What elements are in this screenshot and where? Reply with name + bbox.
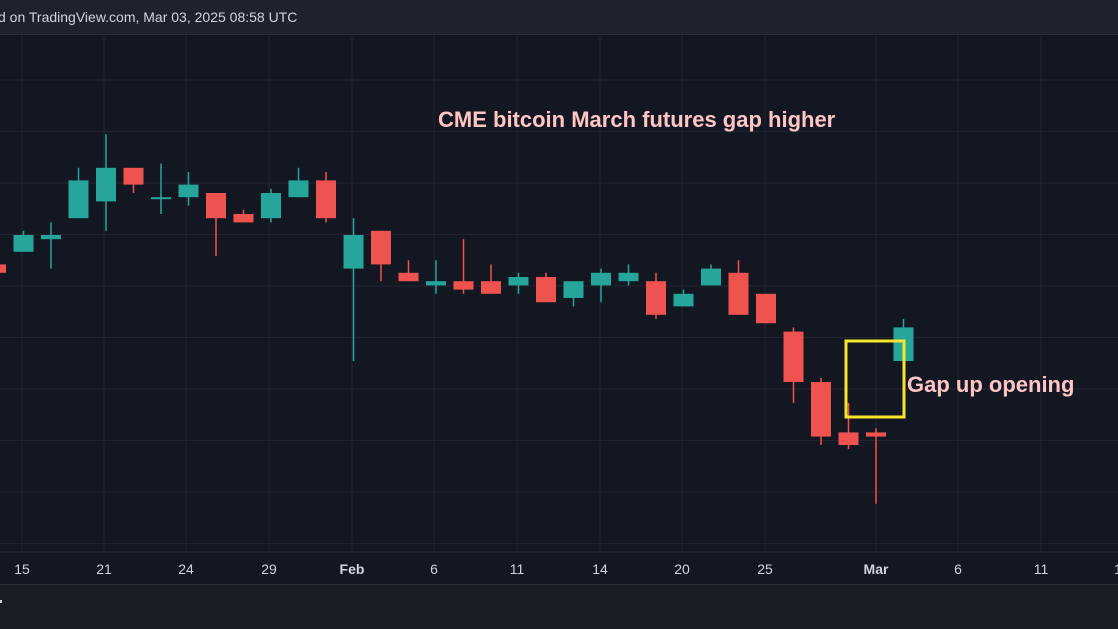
candle: [316, 172, 336, 223]
candle: [426, 260, 446, 294]
candle-body: [0, 264, 6, 273]
candle: [343, 218, 364, 361]
candle-body: [756, 293, 776, 324]
candle-body: [206, 193, 226, 219]
candle-body: [96, 167, 116, 202]
candle-body: [866, 432, 886, 437]
candle: [728, 260, 749, 315]
candle: [288, 167, 309, 198]
candle-body: [591, 272, 611, 286]
candle: [618, 264, 639, 286]
candle: [756, 293, 776, 324]
candle-body: [233, 214, 254, 223]
candle-body: [13, 235, 34, 252]
candle: [178, 172, 199, 206]
candle-body: [673, 293, 694, 307]
candle-body: [288, 180, 309, 198]
x-tick-label: Feb: [340, 561, 365, 577]
candle-body: [481, 281, 501, 294]
candle-body: [728, 272, 749, 315]
candle-body: [41, 235, 61, 240]
candle-body: [838, 432, 859, 445]
candles: [0, 134, 914, 504]
candle-body: [618, 272, 639, 282]
candle: [261, 188, 281, 223]
attribution-bar: d on TradingView.com, Mar 03, 2025 08:58…: [0, 0, 1118, 35]
candle: [398, 260, 419, 282]
candle: [481, 264, 501, 294]
candle-body: [261, 193, 281, 219]
candle-body: [536, 277, 556, 303]
x-tick-label: 1: [1114, 561, 1118, 577]
candle: [68, 167, 89, 219]
candle: [866, 428, 886, 504]
candle-body: [508, 277, 529, 286]
x-tick-label: 14: [592, 561, 608, 577]
candle-body: [68, 180, 89, 219]
attribution-text: d on TradingView.com, Mar 03, 2025 08:58…: [0, 9, 298, 25]
x-tick-label: 21: [96, 561, 112, 577]
candle: [591, 268, 611, 303]
x-tick-label: 20: [674, 561, 690, 577]
candle: [673, 289, 694, 307]
candle: [41, 222, 61, 269]
candle-body: [811, 382, 831, 437]
candle-body: [178, 184, 199, 198]
candle: [453, 239, 474, 294]
candle: [701, 264, 721, 286]
candle: [783, 327, 804, 403]
annotations: CME bitcoin March futures gap higher Gap…: [438, 107, 1074, 419]
bottom-toolbar: [0, 584, 1118, 629]
x-tick-label: 25: [757, 561, 773, 577]
candle: [13, 230, 34, 252]
candle: [646, 272, 666, 319]
candle-body: [151, 197, 171, 200]
candle-body: [398, 272, 419, 282]
candle: [0, 264, 6, 273]
candle: [811, 377, 831, 445]
candlestick-chart[interactable]: 15212429Feb611142025Mar6111 CME bitcoin …: [0, 0, 1118, 584]
candle-body: [371, 230, 391, 265]
candle-body: [426, 281, 446, 286]
x-tick-label: Mar: [864, 561, 889, 577]
candle: [151, 163, 171, 214]
x-tick-label: 6: [430, 561, 438, 577]
candle-body: [646, 281, 666, 315]
candle-body: [343, 235, 364, 269]
candle-body: [123, 167, 144, 185]
candle: [206, 193, 226, 256]
x-tick-label: 11: [1034, 561, 1049, 577]
toolbar-marker: [0, 600, 2, 603]
candle: [536, 272, 556, 303]
x-tick-label: 11: [510, 561, 525, 577]
headline-annotation: CME bitcoin March futures gap higher: [438, 107, 836, 132]
x-axis: 15212429Feb611142025Mar6111: [0, 551, 1118, 577]
candle: [96, 134, 116, 231]
candle-body: [563, 281, 584, 298]
candle-body: [783, 331, 804, 382]
candle: [371, 230, 391, 282]
candle-body: [453, 281, 474, 290]
candle: [508, 272, 529, 294]
candle: [563, 281, 584, 307]
candle: [123, 167, 144, 193]
candle: [838, 403, 859, 450]
candle-body: [701, 268, 721, 286]
candle-body: [316, 180, 336, 219]
x-tick-label: 15: [14, 561, 30, 577]
x-tick-label: 24: [178, 561, 194, 577]
gap-highlight-box: [844, 339, 906, 419]
candle: [233, 209, 254, 223]
x-tick-label: 29: [261, 561, 277, 577]
x-tick-label: 6: [954, 561, 962, 577]
gap-annotation: Gap up opening: [907, 372, 1074, 397]
